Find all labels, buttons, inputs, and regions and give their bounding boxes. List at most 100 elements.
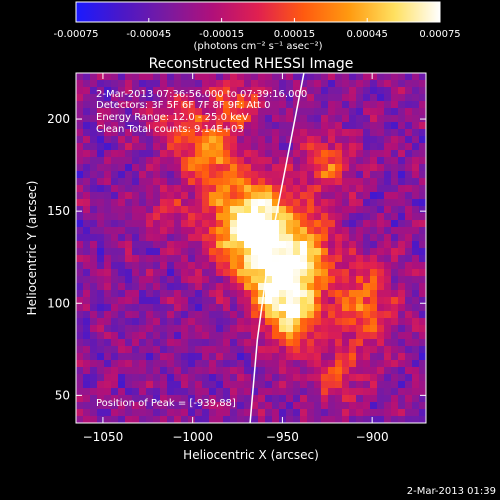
heatmap-cell — [398, 115, 406, 123]
heatmap-cell — [307, 402, 315, 410]
heatmap-cell — [188, 94, 196, 102]
heatmap-cell — [118, 374, 126, 382]
heatmap-cell — [139, 192, 147, 200]
heatmap-cell — [314, 388, 322, 396]
heatmap-cell — [181, 318, 189, 326]
heatmap-cell — [188, 136, 196, 144]
heatmap-cell — [370, 164, 378, 172]
heatmap-cell — [265, 94, 273, 102]
heatmap-cell — [349, 367, 357, 375]
heatmap-cell — [97, 318, 105, 326]
heatmap-cell — [223, 255, 231, 263]
heatmap-cell — [181, 304, 189, 312]
heatmap-cell — [405, 213, 413, 221]
heatmap-cell — [160, 206, 168, 214]
heatmap-cell — [244, 283, 252, 291]
heatmap-cell — [202, 297, 210, 305]
heatmap-cell — [132, 94, 140, 102]
heatmap-cell — [223, 311, 231, 319]
heatmap-cell — [174, 276, 182, 284]
heatmap-cell — [419, 388, 426, 396]
heatmap-cell — [328, 192, 336, 200]
heatmap-cell — [118, 73, 126, 81]
heatmap-cell — [125, 73, 133, 81]
heatmap-cell — [328, 143, 336, 151]
heatmap-cell — [307, 192, 315, 200]
heatmap-cell — [146, 311, 154, 319]
heatmap-cell — [349, 164, 357, 172]
heatmap-cell — [216, 206, 224, 214]
heatmap-cell — [356, 367, 364, 375]
heatmap-cell — [391, 171, 399, 179]
heatmap-cell — [111, 185, 119, 193]
heatmap-cell — [181, 297, 189, 305]
heatmap-cell — [97, 304, 105, 312]
heatmap-cell — [349, 143, 357, 151]
heatmap-cell — [139, 304, 147, 312]
heatmap-cell — [195, 80, 203, 88]
heatmap-cell — [335, 101, 343, 109]
heatmap-cell — [118, 353, 126, 361]
heatmap-cell — [356, 80, 364, 88]
heatmap-cell — [111, 108, 119, 116]
heatmap-cell — [419, 311, 426, 319]
heatmap-cell — [335, 395, 343, 403]
heatmap-cell — [300, 416, 308, 423]
heatmap-cell — [342, 171, 350, 179]
heatmap-cell — [384, 374, 392, 382]
heatmap-cell — [300, 164, 308, 172]
heatmap-cell — [153, 311, 161, 319]
heatmap-cell — [258, 311, 266, 319]
heatmap-cell — [300, 234, 308, 242]
heatmap-cell — [216, 101, 224, 109]
heatmap-cell — [335, 255, 343, 263]
heatmap-cell — [216, 129, 224, 137]
heatmap-cell — [125, 346, 133, 354]
heatmap-cell — [286, 115, 294, 123]
heatmap-cell — [83, 402, 91, 410]
heatmap-cell — [279, 101, 287, 109]
heatmap-cell — [125, 360, 133, 368]
heatmap-cell — [167, 276, 175, 284]
heatmap-cell — [349, 269, 357, 277]
heatmap-cell — [321, 80, 329, 88]
heatmap-cell — [167, 122, 175, 130]
heatmap-cell — [251, 220, 259, 228]
heatmap-cell — [356, 402, 364, 410]
heatmap-cell — [181, 402, 189, 410]
heatmap-cell — [202, 171, 210, 179]
heatmap-cell — [76, 353, 84, 361]
heatmap-cell — [370, 171, 378, 179]
heatmap-cell — [363, 171, 371, 179]
heatmap-cell — [216, 157, 224, 165]
heatmap-cell — [391, 416, 399, 423]
heatmap-cell — [125, 248, 133, 256]
heatmap-cell — [293, 94, 301, 102]
heatmap-cell — [174, 185, 182, 193]
heatmap-cell — [349, 353, 357, 361]
heatmap-cell — [272, 381, 280, 389]
heatmap-cell — [419, 206, 426, 214]
heatmap-cell — [195, 325, 203, 333]
heatmap-cell — [384, 199, 392, 207]
heatmap-cell — [90, 409, 98, 417]
heatmap-cell — [384, 73, 392, 81]
heatmap-cell — [167, 353, 175, 361]
heatmap-cell — [160, 122, 168, 130]
heatmap-cell — [363, 192, 371, 200]
heatmap-cell — [223, 241, 231, 249]
heatmap-cell — [419, 346, 426, 354]
heatmap-cell — [223, 339, 231, 347]
heatmap-cell — [104, 325, 112, 333]
heatmap-cell — [83, 304, 91, 312]
heatmap-cell — [160, 388, 168, 396]
heatmap-cell — [188, 339, 196, 347]
heatmap-cell — [412, 227, 420, 235]
heatmap-cell — [202, 339, 210, 347]
heatmap-cell — [384, 108, 392, 116]
heatmap-cell — [377, 108, 385, 116]
heatmap-cell — [160, 150, 168, 158]
heatmap-cell — [384, 388, 392, 396]
heatmap-cell — [293, 115, 301, 123]
heatmap-cell — [342, 122, 350, 130]
